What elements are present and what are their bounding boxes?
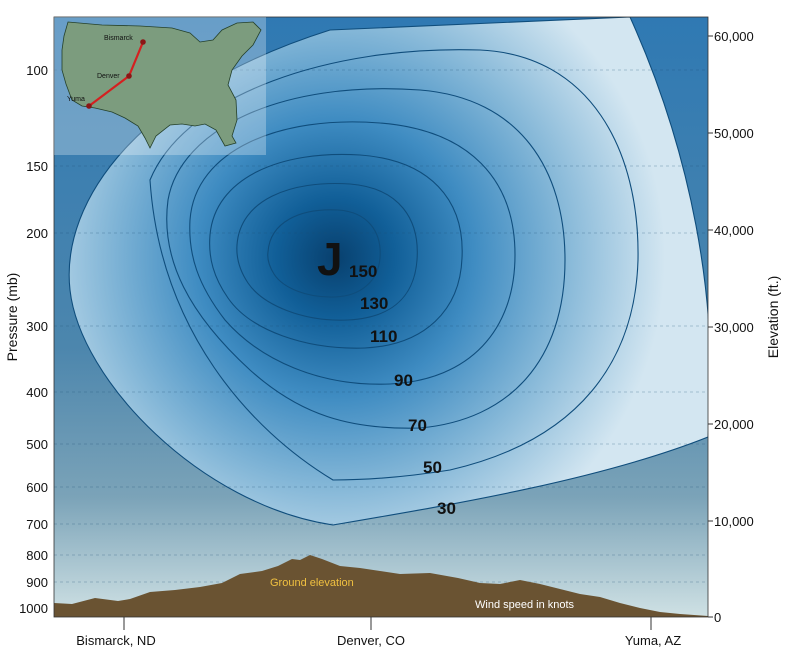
location-yuma: Yuma, AZ bbox=[625, 633, 681, 648]
elevation-tick: 10,000 bbox=[714, 514, 754, 529]
elevation-axis: 60,000 50,000 40,000 30,000 20,000 10,00… bbox=[708, 29, 754, 625]
isotach-70 bbox=[166, 88, 566, 429]
location-bismarck: Bismarck, ND bbox=[76, 633, 155, 648]
isotach-label-30: 30 bbox=[437, 499, 456, 518]
jet-core-symbol: J bbox=[317, 233, 343, 285]
map-label-bismarck: Bismarck bbox=[104, 35, 133, 42]
elevation-tick: 0 bbox=[714, 610, 721, 625]
isotach-90 bbox=[189, 121, 516, 385]
isotach-50 bbox=[149, 49, 639, 481]
isotach-label-90: 90 bbox=[394, 371, 413, 390]
pressure-tick: 700 bbox=[26, 517, 48, 532]
denver-marker bbox=[126, 73, 132, 79]
pressure-tick: 150 bbox=[26, 159, 48, 174]
ground-elevation-label: Ground elevation bbox=[270, 577, 354, 589]
elevation-axis-title: Elevation (ft.) bbox=[765, 276, 781, 358]
pressure-tick: 1000 bbox=[19, 601, 48, 616]
isotach-150 bbox=[267, 209, 381, 298]
isotach-label-70: 70 bbox=[408, 416, 427, 435]
yuma-marker bbox=[86, 103, 92, 109]
elevation-tick: 60,000 bbox=[714, 29, 754, 44]
location-denver: Denver, CO bbox=[337, 633, 405, 648]
pressure-tick: 100 bbox=[26, 63, 48, 78]
elevation-tick: 40,000 bbox=[714, 223, 754, 238]
pressure-axis-title: Pressure (mb) bbox=[4, 273, 20, 362]
pressure-tick: 600 bbox=[26, 480, 48, 495]
inset-map: Bismarck Denver Yuma bbox=[54, 17, 266, 155]
location-axis: Bismarck, ND Denver, CO Yuma, AZ bbox=[76, 617, 681, 648]
isotach-130 bbox=[236, 182, 418, 321]
isotach-110 bbox=[209, 153, 463, 349]
isotach-label-50: 50 bbox=[423, 458, 442, 477]
map-label-yuma: Yuma bbox=[67, 96, 85, 103]
ground-terrain bbox=[54, 555, 708, 617]
pressure-tick: 400 bbox=[26, 385, 48, 400]
pressure-tick: 800 bbox=[26, 548, 48, 563]
pressure-tick: 900 bbox=[26, 575, 48, 590]
pressure-axis: 100 150 200 300 400 500 600 700 800 900 … bbox=[19, 63, 48, 616]
wind-speed-caption: Wind speed in knots bbox=[475, 599, 575, 611]
isotach-label-110: 110 bbox=[370, 327, 397, 346]
elevation-tick: 50,000 bbox=[714, 126, 754, 141]
pressure-tick: 500 bbox=[26, 437, 48, 452]
pressure-tick: 300 bbox=[26, 319, 48, 334]
plot-frame bbox=[53, 16, 709, 618]
bismarck-marker bbox=[140, 39, 146, 45]
isotach-label-150: 150 bbox=[349, 262, 377, 281]
isotach-label-130: 130 bbox=[360, 294, 388, 313]
map-label-denver: Denver bbox=[97, 73, 120, 80]
elevation-tick: 30,000 bbox=[714, 320, 754, 335]
pressure-tick: 200 bbox=[26, 226, 48, 241]
elevation-tick: 20,000 bbox=[714, 417, 754, 432]
